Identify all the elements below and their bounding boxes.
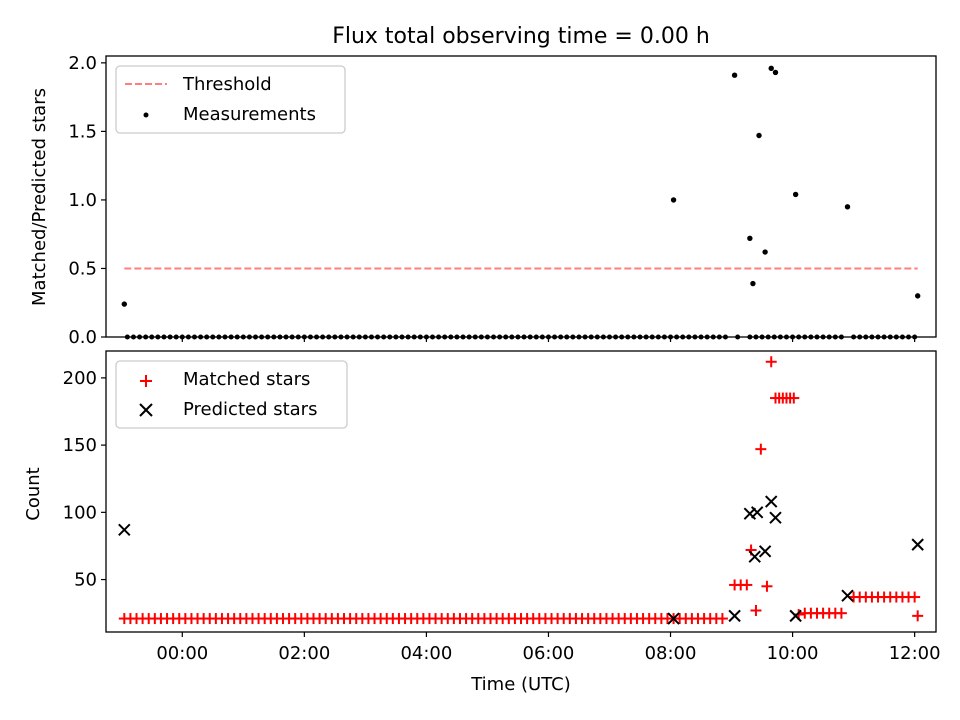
y-tick-label: 50 <box>74 570 97 591</box>
matched-stars-points <box>118 356 924 625</box>
top-panel: 0.00.51.01.52.0 Matched/Predicted stars … <box>29 53 937 348</box>
bottom-y-axis-label: Count <box>23 467 44 520</box>
predicted-star-marker <box>769 511 782 524</box>
predicted-legend-swatch <box>139 403 153 417</box>
y-tick-label: 1.5 <box>68 121 97 142</box>
bottom-legend-box <box>115 360 348 429</box>
measurement-point <box>914 293 921 299</box>
y-tick-label: 0.0 <box>68 327 97 348</box>
y-tick-label: 1.0 <box>68 190 97 211</box>
matched-star-marker <box>912 610 924 622</box>
measurement-point <box>762 249 768 255</box>
top-y-ticks: 0.0 0.5 1.0 1.5 2.0 <box>68 53 106 348</box>
predicted-stars-points <box>118 495 924 625</box>
measurements-legend-label: Measurements <box>183 104 316 125</box>
predicted-legend-label: Predicted stars <box>183 399 317 420</box>
top-legend: Threshold Measurements <box>115 65 346 134</box>
measurement-point <box>772 69 779 76</box>
measurements-legend-swatch <box>143 112 149 118</box>
measurement-point <box>844 204 851 210</box>
x-tick-label: 04:00 <box>400 643 452 664</box>
measurement-points <box>121 65 921 340</box>
y-tick-label: 0.5 <box>68 258 97 279</box>
predicted-star-marker <box>750 506 764 519</box>
bottom-x-ticks: 00:00 02:00 04:00 06:00 08:00 10:00 12:00 <box>156 632 941 664</box>
y-tick-label: 200 <box>63 368 97 389</box>
y-tick-label: 100 <box>63 502 97 523</box>
x-tick-label: 10:00 <box>767 643 819 664</box>
matched-star-marker <box>765 356 777 368</box>
measurement-point <box>756 132 762 139</box>
predicted-star-marker <box>789 609 802 623</box>
matched-star-marker <box>750 604 762 616</box>
matched-star-marker <box>761 580 773 592</box>
top-plot-frame <box>105 55 937 338</box>
matched-star-marker <box>755 443 767 455</box>
predicted-star-marker <box>748 550 761 563</box>
x-axis-label: Time (UTC) <box>470 674 571 695</box>
matched-star-marker <box>835 607 847 619</box>
bottom-panel: 50 100 150 200 00:00 02:00 04:00 06:00 08:00 10:… <box>23 350 941 695</box>
matched-star-marker <box>909 591 921 603</box>
bottom-y-ticks: 50 100 150 200 <box>63 368 106 591</box>
predicted-star-marker <box>118 523 131 537</box>
predicted-star-marker <box>765 495 778 508</box>
measurement-point <box>731 72 738 78</box>
matched-legend-swatch <box>140 375 152 387</box>
top-y-axis-label: Matched/Predicted stars <box>29 88 50 306</box>
measurement-point <box>768 65 774 72</box>
matched-star-marker <box>788 392 800 404</box>
matched-star-marker <box>741 579 753 591</box>
predicted-star-marker <box>667 612 680 625</box>
predicted-star-marker <box>911 538 924 551</box>
x-tick-label: 06:00 <box>523 643 575 664</box>
predicted-star-marker <box>758 545 772 558</box>
bottom-plot-frame <box>105 350 937 633</box>
y-tick-label: 150 <box>63 435 97 456</box>
measurement-point <box>747 235 753 242</box>
measurement-point <box>792 191 799 198</box>
bottom-legend: Matched stars Predicted stars <box>115 360 348 429</box>
measurement-point <box>670 197 677 203</box>
x-tick-label: 00:00 <box>156 643 208 664</box>
measurement-point <box>121 301 128 307</box>
y-tick-label: 2.0 <box>68 53 97 74</box>
measurement-point <box>750 280 756 287</box>
matched-legend-label: Matched stars <box>183 369 310 390</box>
matched-star-marker <box>716 613 728 625</box>
top-legend-box <box>115 65 346 134</box>
x-tick-label: 02:00 <box>278 643 330 664</box>
top-x-ticks <box>181 337 916 342</box>
x-tick-label: 08:00 <box>645 643 697 664</box>
x-tick-label: 12:00 <box>889 643 941 664</box>
predicted-star-marker <box>841 589 854 602</box>
threshold-legend-label: Threshold <box>182 74 272 95</box>
chart-title: Flux total observing time = 0.00 h <box>332 24 710 49</box>
predicted-star-marker <box>728 609 741 623</box>
